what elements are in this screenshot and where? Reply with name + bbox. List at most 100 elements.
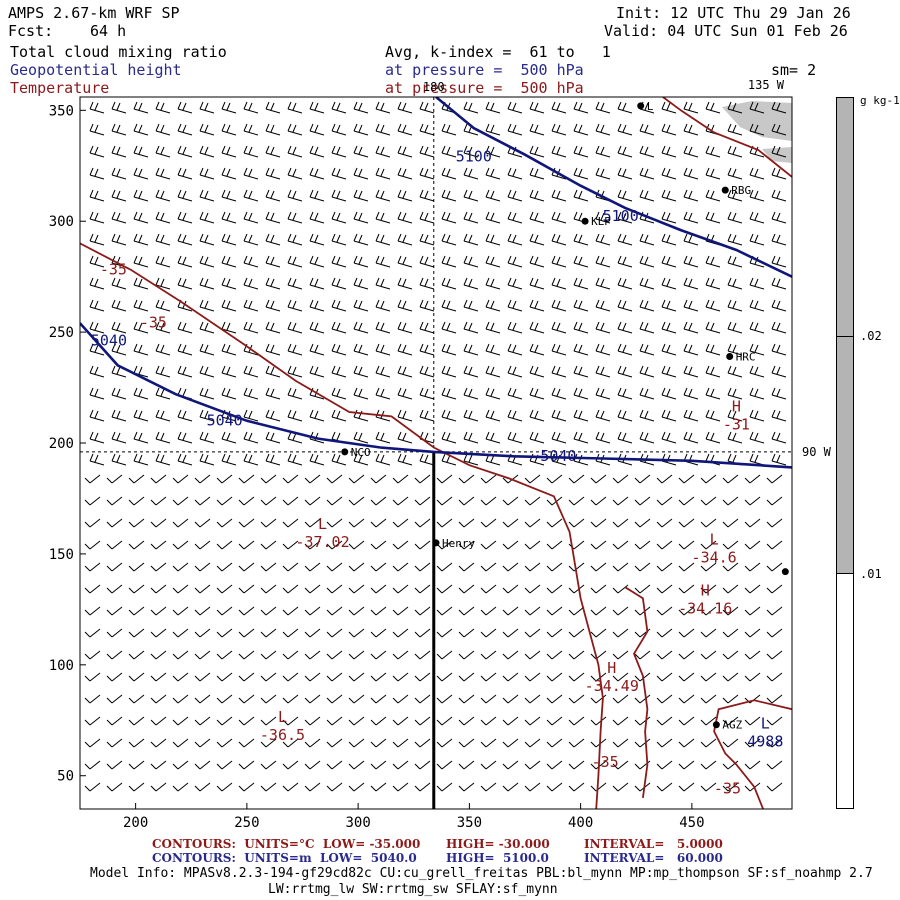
wind-barb: [282, 474, 299, 484]
wind-barb: [199, 431, 215, 444]
wind-barb: [612, 540, 629, 550]
wind-barb: [89, 453, 105, 466]
wind-barb: [700, 606, 717, 616]
wind-barb: [331, 189, 347, 202]
wind-barb: [573, 321, 589, 334]
wind-barb: [282, 584, 299, 594]
wind-barb: [260, 474, 277, 484]
wind-barb: [172, 606, 189, 616]
wind-barb: [260, 782, 277, 792]
wind-barb: [106, 716, 123, 726]
wind-barb: [172, 562, 189, 572]
wind-barb: [771, 167, 787, 180]
wind-barb: [243, 101, 259, 114]
wind-barb: [150, 650, 167, 660]
wind-barb: [661, 101, 677, 114]
wind-barb: [89, 343, 105, 356]
wind-barb: [260, 606, 277, 616]
wind-barb: [172, 672, 189, 682]
x-tick-label: 400: [568, 815, 593, 831]
wind-barb: [617, 189, 633, 202]
wind-barb: [128, 518, 145, 528]
meridian-label: 135 W: [748, 78, 785, 92]
wind-barb: [485, 409, 501, 422]
wind-barb: [287, 145, 303, 158]
contour-legend-height-interval: INTERVAL= 60.000: [584, 851, 723, 865]
wind-barb: [111, 167, 127, 180]
wind-barb: [392, 782, 409, 792]
wind-barb: [194, 672, 211, 682]
height-contour-label: 5040: [540, 447, 576, 465]
wind-barbs: [84, 101, 787, 792]
wind-barb: [221, 211, 237, 224]
wind-barb: [612, 672, 629, 682]
wind-barb: [84, 518, 101, 528]
y-tick-label: 300: [49, 214, 74, 230]
cloud-area: [722, 101, 792, 141]
wind-barb: [546, 540, 563, 550]
wind-barb: [392, 562, 409, 572]
wind-barb: [749, 123, 765, 136]
wind-barb: [661, 365, 677, 378]
wind-barb: [392, 738, 409, 748]
extremum-symbol: H: [732, 397, 741, 415]
wind-barb: [458, 760, 475, 770]
wind-barb: [419, 387, 435, 400]
wind-barb: [304, 474, 321, 484]
wind-barb: [612, 716, 629, 726]
wind-barb: [177, 233, 193, 246]
wind-barb: [353, 277, 369, 290]
wind-barb: [221, 101, 237, 114]
wind-barb: [199, 387, 215, 400]
wind-barb: [485, 431, 501, 444]
wind-barb: [282, 694, 299, 704]
wind-barb: [106, 496, 123, 506]
wind-barb: [238, 716, 255, 726]
wind-barb: [771, 321, 787, 334]
wind-barb: [419, 211, 435, 224]
wind-barb: [749, 431, 765, 444]
extremum-symbol: L: [318, 515, 327, 533]
wind-barb: [84, 672, 101, 682]
wind-barb: [128, 540, 145, 550]
wind-barb: [683, 343, 699, 356]
y-tick-label: 200: [49, 436, 74, 452]
wind-barb: [700, 628, 717, 638]
wind-barb: [353, 299, 369, 312]
wind-barb: [287, 123, 303, 136]
wind-barb: [634, 606, 651, 616]
colorbar-tick: .01: [860, 567, 882, 581]
wind-barb: [194, 760, 211, 770]
wind-barb: [705, 211, 721, 224]
model-info: Model Info: MPASv8.2.3-194-gf29cd82c CU:…: [90, 866, 873, 881]
wind-barb: [155, 145, 171, 158]
wind-barb: [458, 540, 475, 550]
wind-barb: [612, 584, 629, 594]
wind-barb: [238, 474, 255, 484]
wind-barb: [172, 496, 189, 506]
wind-barb: [766, 584, 783, 594]
wind-barb: [150, 584, 167, 594]
wind-barb: [150, 628, 167, 638]
wind-barb: [392, 474, 409, 484]
wind-barb: [414, 496, 431, 506]
wind-barb: [436, 562, 453, 572]
wind-barb: [524, 694, 541, 704]
wind-barb: [216, 738, 233, 748]
wind-barb: [243, 431, 259, 444]
wind-barb: [260, 496, 277, 506]
wind-barb: [353, 431, 369, 444]
smoothing: sm= 2: [771, 61, 817, 79]
wind-barb: [128, 606, 145, 616]
wind-barb: [678, 760, 695, 770]
wind-barb: [304, 496, 321, 506]
wind-barb: [199, 321, 215, 334]
wind-barb: [265, 167, 281, 180]
wind-barb: [128, 628, 145, 638]
wind-barb: [441, 365, 457, 378]
wind-barb: [89, 299, 105, 312]
wind-barb: [656, 782, 673, 792]
wind-barb: [194, 738, 211, 748]
wind-barb: [199, 123, 215, 136]
wind-barb: [194, 584, 211, 594]
